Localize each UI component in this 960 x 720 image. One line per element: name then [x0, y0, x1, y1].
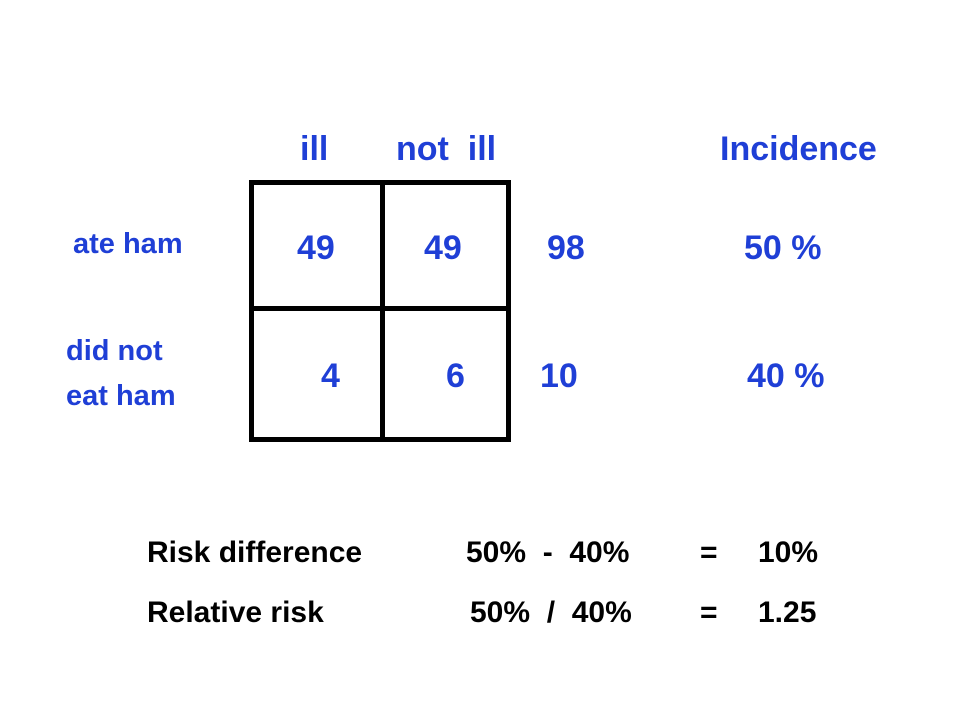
risk-difference-label: Risk difference [147, 536, 363, 569]
total-no-ham: 10 [540, 357, 578, 395]
cell-ate-ham-ill: 49 [297, 229, 335, 267]
risk-difference-equals: = [700, 536, 718, 569]
incidence-no-ham: 40 % [747, 357, 825, 395]
relative-risk-result: 1.25 [758, 596, 817, 629]
total-ate-ham: 98 [547, 229, 585, 267]
cell-no-ham-ill: 4 [321, 357, 340, 395]
relative-risk-formula: 50% / 40% [470, 596, 632, 629]
row-label-did-not: did not [66, 335, 163, 367]
risk-difference-result: 10% [758, 536, 819, 569]
row-label-ate-ham: ate ham [73, 228, 183, 260]
header-incidence: Incidence [720, 130, 877, 168]
risk-difference-formula: 50% - 40% [466, 536, 630, 569]
header-not-ill: not ill [396, 130, 497, 168]
table-horizontal-divider [249, 306, 511, 311]
cell-ate-ham-not-ill: 49 [424, 229, 462, 267]
table-vertical-divider [380, 180, 385, 442]
relative-risk-label: Relative risk [147, 596, 324, 629]
cell-no-ham-not-ill: 6 [446, 357, 465, 395]
header-ill: ill [300, 130, 329, 168]
relative-risk-equals: = [700, 596, 718, 629]
row-label-eat-ham: eat ham [66, 380, 176, 412]
incidence-ate-ham: 50 % [744, 229, 822, 267]
